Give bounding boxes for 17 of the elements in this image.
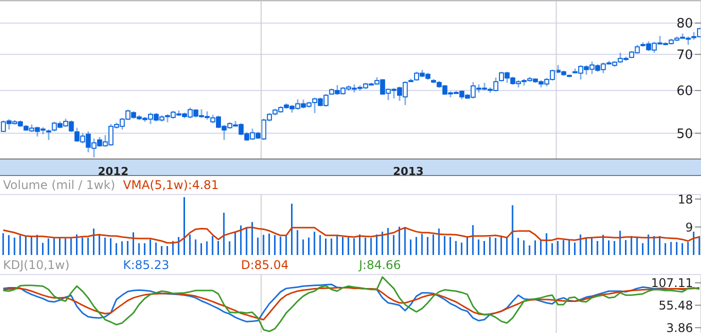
y-axis-title: Volume (mil / 1wk) bbox=[3, 178, 116, 192]
y-tick-label: 80 bbox=[676, 16, 693, 32]
text: VMA(5,1w):4.81 bbox=[123, 178, 220, 192]
series-label: K:85.23 bbox=[123, 258, 170, 272]
y-tick-label: 107.11 bbox=[651, 276, 693, 290]
x-tick-label: 2012 bbox=[98, 164, 129, 178]
y-tick-label: 9 bbox=[685, 220, 693, 234]
chart-title: KDJ(10,1w) bbox=[3, 258, 70, 272]
y-tick-label: 3.86 bbox=[666, 320, 693, 333]
y-tick-label: 70 bbox=[676, 48, 693, 63]
y-tick-label: 18 bbox=[678, 192, 693, 206]
y-tick-label: 60 bbox=[676, 84, 693, 100]
series-label: D:85.04 bbox=[241, 258, 290, 272]
series-label: J:84.66 bbox=[359, 258, 402, 272]
y-tick-label: 50 bbox=[676, 126, 693, 142]
y-tick-label: 55.48 bbox=[658, 298, 693, 312]
x-tick-label: 2013 bbox=[393, 164, 424, 178]
